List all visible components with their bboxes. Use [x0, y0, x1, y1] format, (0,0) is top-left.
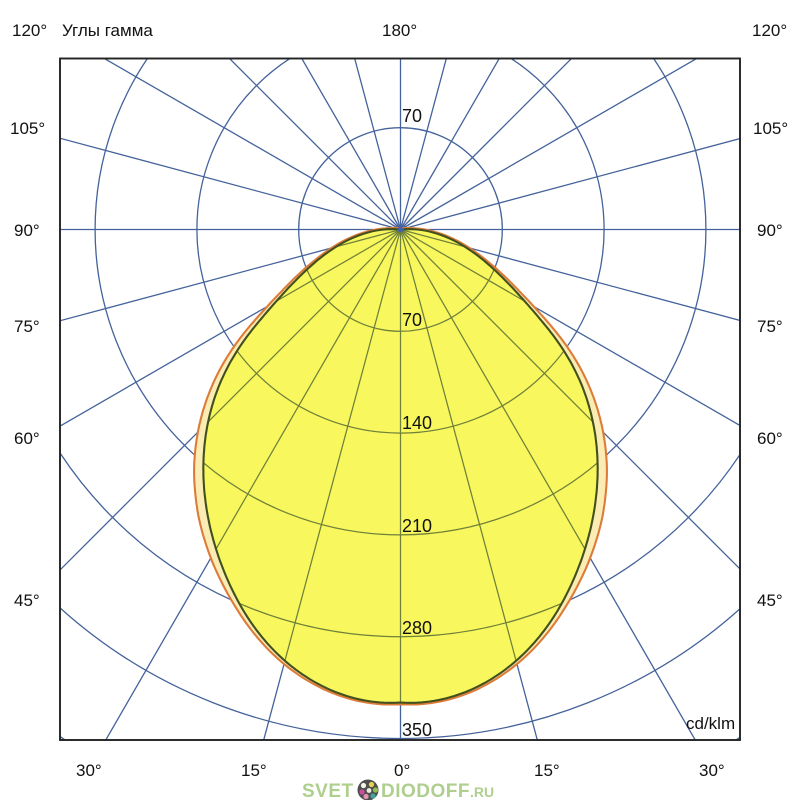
svg-text:70: 70 [402, 106, 422, 126]
svg-text:15°: 15° [534, 761, 560, 780]
svg-text:90°: 90° [14, 221, 40, 240]
svg-text:60°: 60° [14, 429, 40, 448]
svg-text:DIODOFF: DIODOFF [381, 781, 470, 800]
svg-text:140: 140 [402, 413, 432, 433]
svg-text:210: 210 [402, 516, 432, 536]
svg-text:180°: 180° [382, 21, 417, 40]
svg-text:SVET: SVET [302, 781, 354, 800]
svg-text:90°: 90° [757, 221, 783, 240]
svg-text:30°: 30° [76, 761, 102, 780]
svg-text:45°: 45° [757, 591, 783, 610]
svg-text:75°: 75° [14, 317, 40, 336]
svg-text:.RU: .RU [470, 784, 494, 800]
svg-text:45°: 45° [14, 591, 40, 610]
svg-text:cd/klm: cd/klm [686, 714, 735, 733]
svg-text:Углы гамма: Углы гамма [62, 21, 153, 40]
svg-text:70: 70 [402, 310, 422, 330]
svg-text:0°: 0° [394, 761, 410, 780]
svg-text:105°: 105° [753, 119, 788, 138]
svg-text:60°: 60° [757, 429, 783, 448]
svg-text:75°: 75° [757, 317, 783, 336]
svg-text:120°: 120° [12, 21, 47, 40]
svg-text:105°: 105° [10, 119, 45, 138]
svg-text:120°: 120° [752, 21, 787, 40]
svg-text:15°: 15° [241, 761, 267, 780]
svg-text:30°: 30° [699, 761, 725, 780]
svg-text:280: 280 [402, 618, 432, 638]
svg-text:350: 350 [402, 720, 432, 740]
